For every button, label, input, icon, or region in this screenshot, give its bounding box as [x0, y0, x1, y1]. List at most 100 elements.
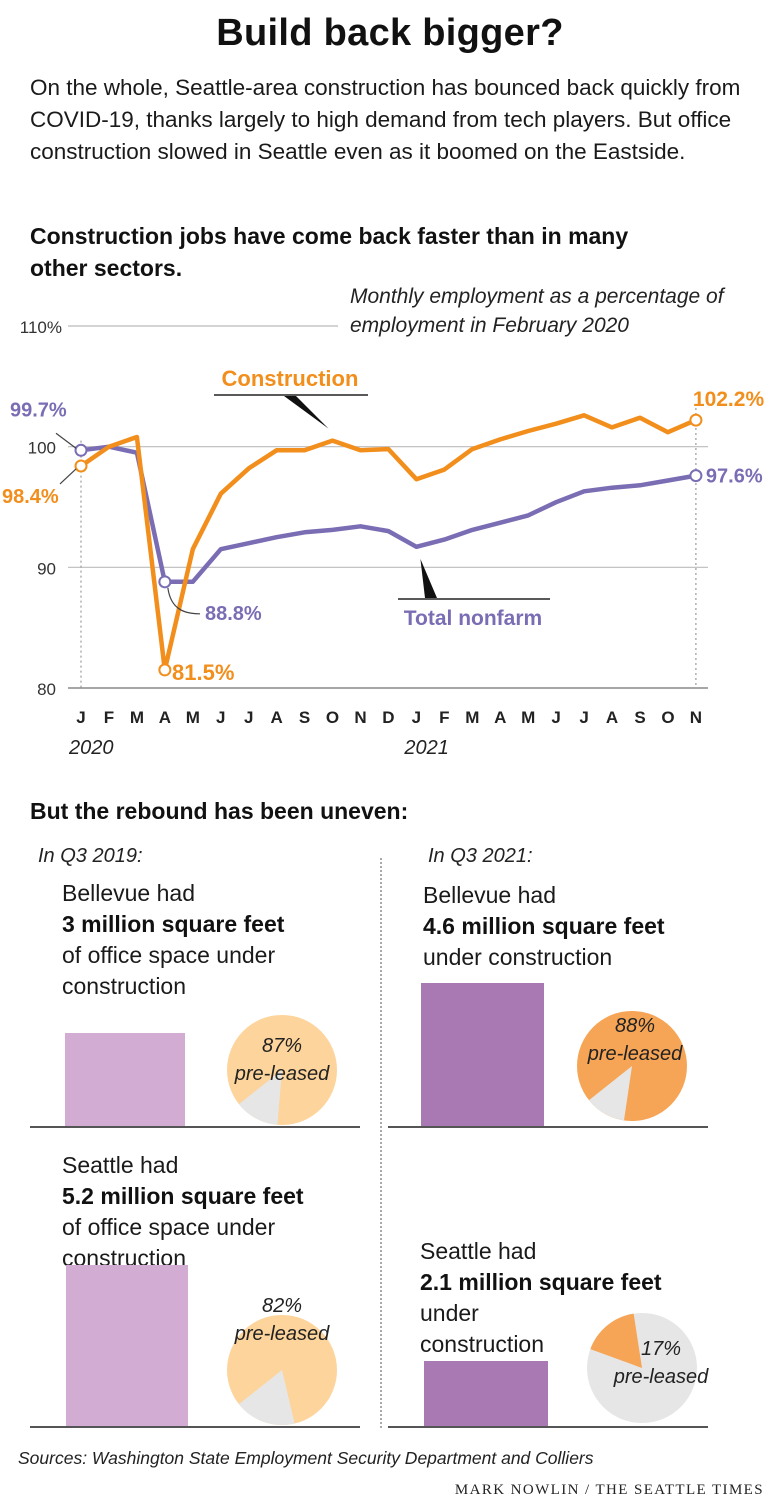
- bellevue-2021-pie-label: 88% pre-leased: [570, 1012, 700, 1068]
- bellevue-2019-bar: [65, 1033, 185, 1127]
- seattle-2019-rest1: of office space under: [62, 1214, 276, 1240]
- seattle-2019-bar: [66, 1264, 188, 1427]
- seattle-2019-baseline: [30, 1426, 360, 1428]
- y-tick-label-80: 80: [37, 680, 56, 699]
- seattle-2021-rest2: construction: [420, 1331, 545, 1357]
- headline: Build back bigger?: [216, 12, 564, 54]
- seattle-2021-pct: 17%: [640, 1338, 682, 1360]
- bellevue-2021-baseline: [388, 1126, 708, 1128]
- bellevue-2019-rest1: of office space under: [62, 942, 276, 968]
- year-label-2020: 2020: [68, 737, 114, 759]
- nonfarm-end-marker: [689, 469, 703, 483]
- x-tick-label-12: J: [412, 708, 421, 727]
- bellevue-2021-bar: [421, 983, 544, 1127]
- construction-start-leader: [59, 468, 77, 485]
- seattle-2021-pie-label: 17% pre-leased: [596, 1335, 726, 1391]
- bellevue-2021-rest1: under construction: [423, 944, 613, 970]
- construction-series-label: Construction: [222, 366, 359, 391]
- seattle-2019-preleased: pre-leased: [234, 1323, 330, 1345]
- construction-low-label: 81.5%: [172, 660, 234, 685]
- x-tick-label-5: J: [216, 708, 225, 727]
- x-tick-label-22: N: [690, 708, 702, 727]
- nonfarm-series-label: Total nonfarm: [404, 607, 542, 630]
- construction-end-marker: [689, 413, 703, 427]
- rebound-heading: But the rebound has been uneven:: [30, 798, 409, 824]
- bellevue-2021-line1: Bellevue had: [423, 882, 556, 908]
- x-tick-label-18: J: [579, 708, 588, 727]
- x-tick-label-19: A: [606, 708, 618, 727]
- bellevue-2019-rest2: construction: [62, 973, 187, 999]
- bellevue-2021-pct: 88%: [614, 1015, 656, 1037]
- bellevue-2019-line1: Bellevue had: [62, 880, 195, 906]
- construction-line: [78, 413, 699, 673]
- nonfarm-callout-pointer: [420, 558, 437, 598]
- line-chart-title: Construction jobs have come back faster …: [30, 223, 629, 281]
- x-tick-label-2: M: [130, 708, 144, 727]
- x-tick-label-0: J: [76, 708, 85, 727]
- nonfarm-end-label: 97.6%: [706, 466, 763, 488]
- nonfarm-low-marker: [158, 575, 172, 589]
- bellevue-2019-preleased: pre-leased: [234, 1063, 330, 1085]
- bellevue-2019-pie: [227, 1015, 337, 1125]
- x-tick-label-3: A: [159, 708, 171, 727]
- construction-end-label: 102.2%: [693, 388, 765, 411]
- seattle-2019-pie: [227, 1315, 337, 1425]
- total-nonfarm-line: [78, 444, 699, 585]
- seattle-2021-text: Seattle had 2.1 million square feet unde…: [420, 1236, 760, 1360]
- x-tick-label-16: M: [521, 708, 535, 727]
- x-tick-label-8: S: [299, 708, 310, 727]
- bellevue-2021-preleased: pre-leased: [587, 1043, 683, 1065]
- seattle-2021-line1: Seattle had: [420, 1238, 537, 1264]
- seattle-2019-amount: 5.2 million square feet: [62, 1183, 304, 1209]
- line-chart-subtitle: Monthly employment as a percentage of em…: [350, 285, 724, 337]
- y-tick-label-90: 90: [37, 559, 56, 578]
- x-tick-label-7: A: [271, 708, 283, 727]
- x-tick-label-11: D: [382, 708, 394, 727]
- source-note: Sources: Washington State Employment Sec…: [18, 1448, 594, 1468]
- x-tick-label-9: O: [326, 708, 339, 727]
- x-tick-label-17: J: [551, 708, 560, 727]
- x-tick-label-6: J: [244, 708, 253, 727]
- nonfarm-start-label: 99.7%: [10, 399, 67, 421]
- construction-callout-pointer: [284, 396, 329, 429]
- column-divider: [380, 858, 382, 1428]
- construction-start-label: 98.4%: [2, 486, 59, 508]
- x-tick-label-21: O: [661, 708, 674, 727]
- x-tick-label-4: M: [186, 708, 200, 727]
- nonfarm-low-leader: [167, 587, 201, 615]
- x-tick-label-13: F: [439, 708, 449, 727]
- seattle-2021-bar: [424, 1361, 548, 1427]
- seattle-2021-amount: 2.1 million square feet: [420, 1269, 662, 1295]
- year-label-2021: 2021: [403, 737, 449, 759]
- seattle-2021-rest1: under: [420, 1300, 479, 1326]
- intro-text: On the whole, Seattle-area construction …: [30, 75, 741, 164]
- bellevue-2019-text: Bellevue had 3 million square feet of of…: [62, 878, 362, 1002]
- credit-line: MARK NOWLIN / THE SEATTLE TIMES: [454, 1482, 764, 1498]
- y-tick-label-110: 110%: [20, 318, 62, 337]
- pie-preleased-slice: [590, 1313, 642, 1368]
- bellevue-2019-baseline: [30, 1126, 360, 1128]
- seattle-2021-baseline: [388, 1426, 708, 1428]
- x-tick-label-1: F: [104, 708, 114, 727]
- pie-remainder-slice: [238, 1370, 295, 1425]
- x-tick-label-20: S: [634, 708, 645, 727]
- construction-low-marker: [158, 663, 172, 677]
- pie-remainder-slice: [588, 1066, 632, 1121]
- seattle-2019-pie-label: 82% pre-leased: [217, 1292, 347, 1348]
- nonfarm-low-label: 88.8%: [205, 603, 262, 625]
- period-label-2019: In Q3 2019:: [38, 845, 143, 867]
- x-tick-label-14: M: [465, 708, 479, 727]
- seattle-2021-preleased: pre-leased: [613, 1366, 709, 1388]
- nonfarm-start-leader: [55, 432, 77, 449]
- x-tick-label-15: A: [494, 708, 506, 727]
- seattle-2021-pie: [587, 1313, 697, 1423]
- seattle-2019-pct: 82%: [261, 1295, 303, 1317]
- bellevue-2021-amount: 4.6 million square feet: [423, 913, 665, 939]
- bellevue-2019-amount: 3 million square feet: [62, 911, 285, 937]
- period-label-2021: In Q3 2021:: [428, 845, 533, 867]
- seattle-2019-text: Seattle had 5.2 million square feet of o…: [62, 1150, 362, 1274]
- construction-start-marker: [74, 459, 88, 473]
- y-tick-label-100: 100: [28, 439, 56, 458]
- seattle-2019-line1: Seattle had: [62, 1152, 179, 1178]
